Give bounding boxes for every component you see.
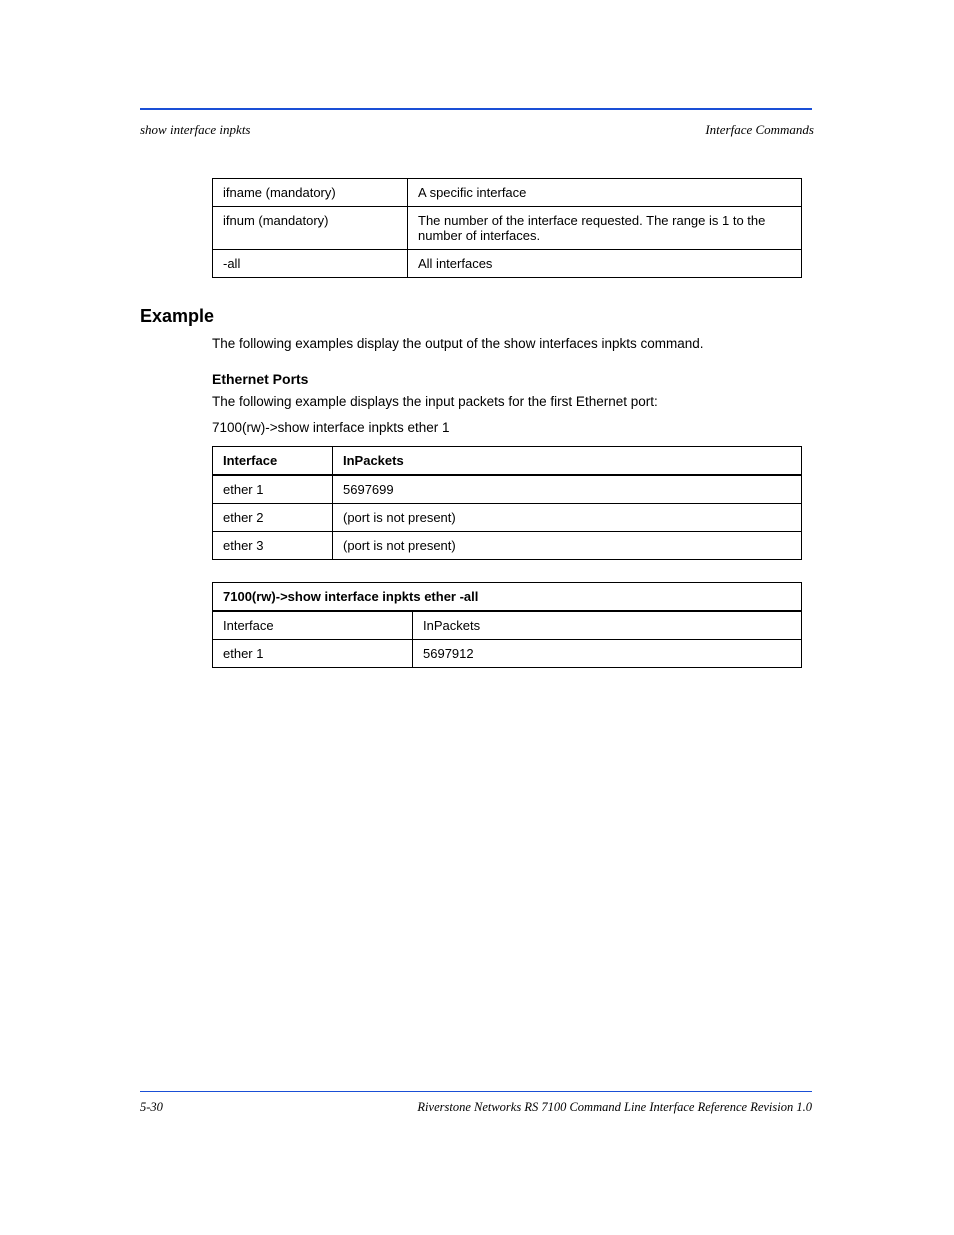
column-header: Interface [213, 446, 333, 475]
header-rule [140, 108, 812, 110]
param-desc: All interfaces [408, 250, 802, 278]
cell-interface: ether 1 [213, 639, 413, 667]
column-header: Interface [213, 611, 413, 640]
document-page: show interface inpkts Interface Commands… [0, 0, 954, 1235]
table-span-header-row: 7100(rw)->show interface inpkts ether -a… [213, 582, 802, 611]
inpkts-table-all: 7100(rw)->show interface inpkts ether -a… [212, 582, 802, 668]
param-desc: A specific interface [408, 179, 802, 207]
footer-doc-title: Riverstone Networks RS 7100 Command Line… [417, 1100, 812, 1115]
table-row: ether 2 (port is not present) [213, 503, 802, 531]
param-name: ifname (mandatory) [213, 179, 408, 207]
column-header: InPackets [413, 611, 802, 640]
cell-interface: ether 3 [213, 531, 333, 559]
cell-interface: ether 1 [213, 475, 333, 504]
subsection-ethernet-ports: Ethernet Ports [140, 371, 814, 387]
table-row: ifname (mandatory) A specific interface [213, 179, 802, 207]
footer-row: 5-30 Riverstone Networks RS 7100 Command… [140, 1100, 812, 1115]
inpkts-table-single: Interface InPackets ether 1 5697699 ethe… [212, 446, 802, 560]
footer-page-number: 5-30 [140, 1100, 163, 1115]
table-header-row: Interface InPackets [213, 446, 802, 475]
cell-inpackets: 5697699 [333, 475, 802, 504]
cell-inpackets: 5697912 [413, 639, 802, 667]
page-footer: 5-30 Riverstone Networks RS 7100 Command… [140, 1051, 812, 1115]
header-right: Interface Commands [705, 122, 814, 138]
page-header: show interface inpkts Interface Commands [140, 122, 814, 138]
table-row: ether 1 5697912 [213, 639, 802, 667]
spacer [140, 568, 814, 582]
table-row: ifnum (mandatory) The number of the inte… [213, 207, 802, 250]
table-header-row: Interface InPackets [213, 611, 802, 640]
section-body: The following examples display the outpu… [140, 335, 814, 353]
table-row: -all All interfaces [213, 250, 802, 278]
parameters-table: ifname (mandatory) A specific interface … [212, 178, 802, 278]
cell-inpackets: (port is not present) [333, 503, 802, 531]
cell-inpackets: (port is not present) [333, 531, 802, 559]
param-desc: The number of the interface requested. T… [408, 207, 802, 250]
header-left: show interface inpkts [140, 122, 251, 138]
subsection-intro: The following example displays the input… [140, 393, 814, 411]
table-row: ether 3 (port is not present) [213, 531, 802, 559]
param-name: ifnum (mandatory) [213, 207, 408, 250]
column-header: InPackets [333, 446, 802, 475]
cell-interface: ether 2 [213, 503, 333, 531]
table-row: ether 1 5697699 [213, 475, 802, 504]
command-text: 7100(rw)->show interface inpkts ether 1 [140, 419, 814, 437]
section-heading-example: Example [140, 306, 814, 327]
footer-rule [140, 1091, 812, 1092]
table-span-header: 7100(rw)->show interface inpkts ether -a… [213, 582, 802, 611]
param-name: -all [213, 250, 408, 278]
